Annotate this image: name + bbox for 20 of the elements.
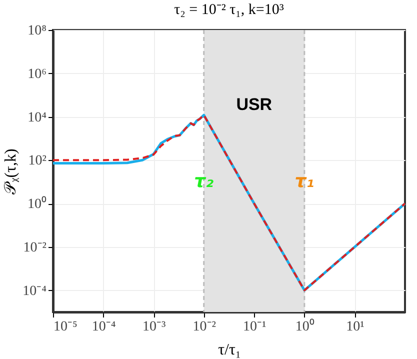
x-tick-label: 10⁻⁴ [92, 320, 116, 334]
y-tick-label: 10⁶ [28, 66, 47, 82]
annotation: τ₂ [194, 170, 214, 192]
y-tick-label: 10⁻⁴ [22, 284, 47, 299]
y-tick-label: 10⁻² [23, 240, 46, 256]
x-axis-title: τ/τ₁ [218, 342, 241, 358]
chart-title: τ₂ = 10⁻² τ₁, k=10³ [174, 2, 284, 18]
y-axis-title: 𝒫ᵪ(τ,k) [2, 148, 20, 194]
band-label: USR [236, 95, 272, 114]
x-tick-label: 10¹ [346, 320, 364, 334]
y-tick-label: 10⁸ [28, 24, 47, 38]
y-tick-label: 10² [28, 154, 46, 169]
x-tick-label: 10⁻¹ [243, 320, 266, 334]
x-tick-label: 10⁻³ [142, 320, 166, 334]
y-tick-label: 10⁰ [28, 196, 46, 212]
x-tick-label: 10⁰ [295, 318, 314, 334]
x-tick-label: 10⁻² [192, 320, 216, 334]
x-tick-label: 10⁻⁵ [54, 320, 78, 334]
y-tick-label: 10⁴ [28, 110, 47, 126]
annotation: τ₁ [294, 170, 314, 192]
